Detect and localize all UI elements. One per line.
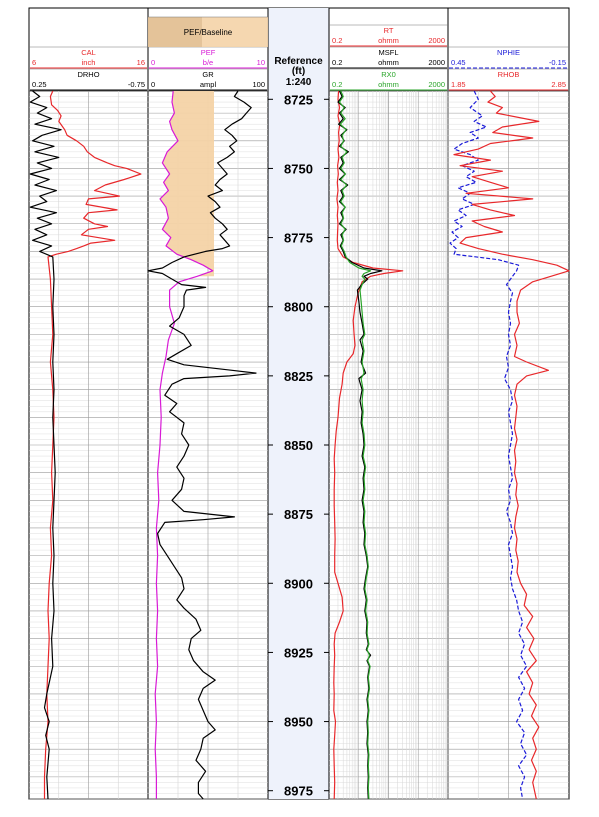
series-pef-curve [154,90,214,799]
depth-axis-title: Reference [274,56,323,67]
series-rx0-curve [338,90,372,800]
track-header-right-scale: 2.85 [551,80,566,89]
track-header-unit: b/e [203,58,213,67]
track-header-left-scale: 0.25 [32,80,47,89]
track-header-name: GR [202,70,214,79]
track-header-right-scale: -0.15 [549,58,566,67]
depth-column-background [268,8,329,799]
track-header-name: CAL [81,48,96,57]
track-header-name: RT [384,26,394,35]
track-header-left-scale: 0.2 [332,58,342,67]
track-header-unit: ohmm [378,58,399,67]
track-header-name: DRHO [77,70,99,79]
depth-tick-label: 8975 [284,784,313,799]
depth-tick-label: 8750 [284,161,313,176]
track-header-right-scale: 2000 [428,36,445,45]
track-header-unit: ohmm [378,80,399,89]
track-header-right-scale: -0.75 [128,80,145,89]
series-gr-curve [147,90,257,800]
track-header-left-scale: 0 [151,58,155,67]
pef-baseline-fill [160,91,214,277]
track-header-left-scale: 0 [151,80,155,89]
track-header-name: MSFL [378,48,398,57]
track-header-unit: inch [82,58,96,67]
track-header-right-scale: 100 [252,80,265,89]
depth-tick-label: 8925 [284,645,313,660]
track-header-name: PEF [201,48,216,57]
depth-tick-label: 8775 [284,231,313,246]
track-header-left-scale: 6 [32,58,36,67]
depth-tick-label: 8900 [284,576,313,591]
track-header-left-scale: 0.2 [332,80,342,89]
track-header-right-scale: 10 [257,58,265,67]
depth-tick-label: 8850 [284,438,313,453]
track-header-name: PEF/Baseline [184,28,233,37]
track-header-right-scale: 2000 [428,58,445,67]
series-rt-curve [333,90,404,800]
series-cal-curve [43,90,142,799]
depth-tick-label: 8950 [284,715,313,730]
depth-tick-label: 8725 [284,92,313,107]
pef-baseline-fill-shade [148,17,202,47]
depth-axis-unit: (ft) [292,66,305,77]
track-header-name: RX0 [381,70,396,79]
depth-tick-label: 8825 [284,369,313,384]
track-header-unit: ohmm [378,36,399,45]
series-nphie-curve [449,90,528,800]
track-header-left-scale: 0.2 [332,36,342,45]
series-rhob-curve [453,90,570,800]
track-header-left-scale: 1.85 [451,80,466,89]
track-header-name: RHOB [498,70,520,79]
track-header-name: NPHIE [497,48,520,57]
track-header-unit: ampl [200,80,217,89]
track-header-left-scale: 0.45 [451,58,466,67]
depth-tick-label: 8800 [284,300,313,315]
track-header-right-scale: 16 [137,58,145,67]
track-header-right-scale: 2000 [428,80,445,89]
series-drho-curve [29,90,62,800]
depth-tick-label: 8875 [284,507,313,522]
depth-axis-scale: 1:240 [286,77,312,88]
